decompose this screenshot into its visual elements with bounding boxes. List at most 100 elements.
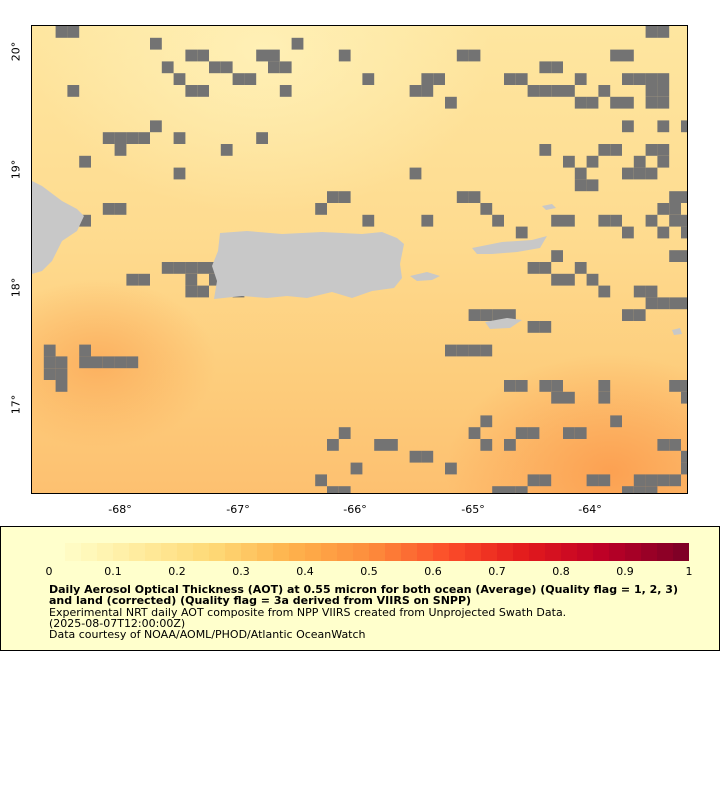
- colorbar-cell: [369, 543, 385, 561]
- missing-data-cell: [291, 37, 304, 50]
- missing-data-cell: [279, 85, 292, 97]
- colorbar-cell: [97, 543, 113, 561]
- missing-data-cell: [669, 297, 681, 310]
- missing-data-cell: [315, 474, 327, 487]
- missing-data-cell: [468, 427, 481, 439]
- missing-data-cell: [55, 368, 68, 380]
- missing-data-cell: [409, 450, 422, 463]
- missing-data-cell: [657, 120, 670, 133]
- missing-data-cell: [114, 203, 127, 215]
- missing-data-cell: [645, 486, 658, 493]
- lon-label-64: -64°: [578, 503, 602, 516]
- missing-data-cell: [610, 144, 622, 156]
- missing-data-cell: [173, 132, 186, 144]
- missing-data-cell: [209, 61, 221, 74]
- missing-data-cell: [421, 450, 434, 463]
- hispaniola-east: [32, 181, 84, 274]
- legend-title: Daily Aerosol Optical Thickness (AOT) at…: [49, 583, 678, 607]
- missing-data-cell: [669, 203, 681, 215]
- missing-data-cell: [551, 85, 563, 97]
- missing-data-cell: [633, 285, 646, 298]
- missing-data-cell: [633, 309, 646, 321]
- missing-data-cell: [622, 73, 634, 85]
- missing-data-cell: [315, 203, 327, 215]
- missing-data-cell: [327, 439, 339, 451]
- colorbar-cell: [257, 543, 273, 561]
- missing-data-cell: [504, 439, 516, 451]
- missing-data-cell: [633, 73, 646, 85]
- missing-data-cell: [681, 391, 687, 404]
- missing-data-cell: [209, 273, 221, 286]
- missing-data-cell: [480, 439, 493, 451]
- colorbar-cell: [449, 543, 465, 561]
- missing-data-cell: [527, 474, 540, 487]
- colorbar-cell: [465, 543, 481, 561]
- missing-data-cell: [362, 214, 375, 227]
- colorbar-cell: [673, 543, 689, 561]
- missing-data-cell: [669, 380, 681, 392]
- colorbar-cell: [593, 543, 609, 561]
- missing-data-cell: [645, 96, 658, 109]
- missing-data-cell: [598, 85, 611, 97]
- missing-data-cell: [138, 132, 150, 144]
- missing-data-cell: [669, 214, 681, 227]
- missing-data-cell: [409, 85, 422, 97]
- colorbar-cell: [545, 543, 561, 561]
- east-islet: [672, 328, 682, 335]
- missing-data-cell: [515, 380, 528, 392]
- colorbar-cell: [305, 543, 321, 561]
- missing-data-cell: [669, 191, 681, 203]
- st-croix: [485, 318, 522, 329]
- missing-data-cell: [43, 344, 56, 357]
- colorbar-cell: [625, 543, 641, 561]
- missing-data-cell: [586, 474, 599, 487]
- missing-data-cell: [610, 415, 622, 428]
- missing-data-cell: [338, 486, 351, 493]
- missing-data-cell: [185, 262, 198, 274]
- lon-label-66: -66°: [343, 503, 367, 516]
- missing-data-cell: [492, 309, 504, 321]
- colorbar-cell: [401, 543, 417, 561]
- missing-data-cell: [456, 191, 469, 203]
- missing-data-cell: [657, 26, 670, 38]
- missing-data-cell: [645, 26, 658, 38]
- aot-map[interactable]: [31, 25, 688, 494]
- colorbar-tick-label: 0.1: [104, 565, 122, 578]
- missing-data-cell: [504, 380, 516, 392]
- missing-data-cell: [681, 462, 687, 475]
- missing-data-cell: [102, 132, 115, 144]
- missing-data-cell: [633, 167, 646, 180]
- missing-data-cell: [185, 49, 198, 62]
- missing-data-cell: [55, 26, 68, 38]
- missing-data-cell: [681, 120, 687, 133]
- colorbar-tick-label: 0.6: [424, 565, 442, 578]
- missing-data-cell: [563, 214, 575, 227]
- missing-data-cell: [527, 85, 540, 97]
- colorbar-tick-label: 0.9: [616, 565, 634, 578]
- missing-data-cell: [256, 132, 268, 144]
- missing-data-cell: [79, 344, 91, 357]
- colorbar-cell: [513, 543, 529, 561]
- missing-data-cell: [527, 427, 540, 439]
- colorbar-tick-label: 1: [685, 565, 693, 578]
- colorbar-cell: [289, 543, 305, 561]
- colorbar-cell: [529, 543, 545, 561]
- missing-data-cell: [681, 191, 687, 203]
- missing-data-cell: [197, 49, 209, 62]
- missing-data-cell: [633, 155, 646, 168]
- missing-data-cell: [55, 356, 68, 369]
- missing-data-cell: [657, 85, 670, 97]
- missing-data-cell: [645, 285, 658, 298]
- missing-data-cell: [150, 120, 162, 133]
- missing-data-cell: [551, 273, 563, 286]
- missing-data-cell: [551, 250, 563, 262]
- missing-data-cell: [421, 85, 434, 97]
- missing-data-cell: [598, 214, 611, 227]
- aot-raster: [32, 26, 687, 493]
- missing-data-cell: [551, 214, 563, 227]
- colorbar-cell: [337, 543, 353, 561]
- missing-data-cell: [79, 214, 91, 227]
- missing-data-cell: [598, 474, 611, 487]
- legend-date: (2025-08-07T12:00:00Z): [49, 617, 186, 630]
- missing-data-cell: [539, 85, 552, 97]
